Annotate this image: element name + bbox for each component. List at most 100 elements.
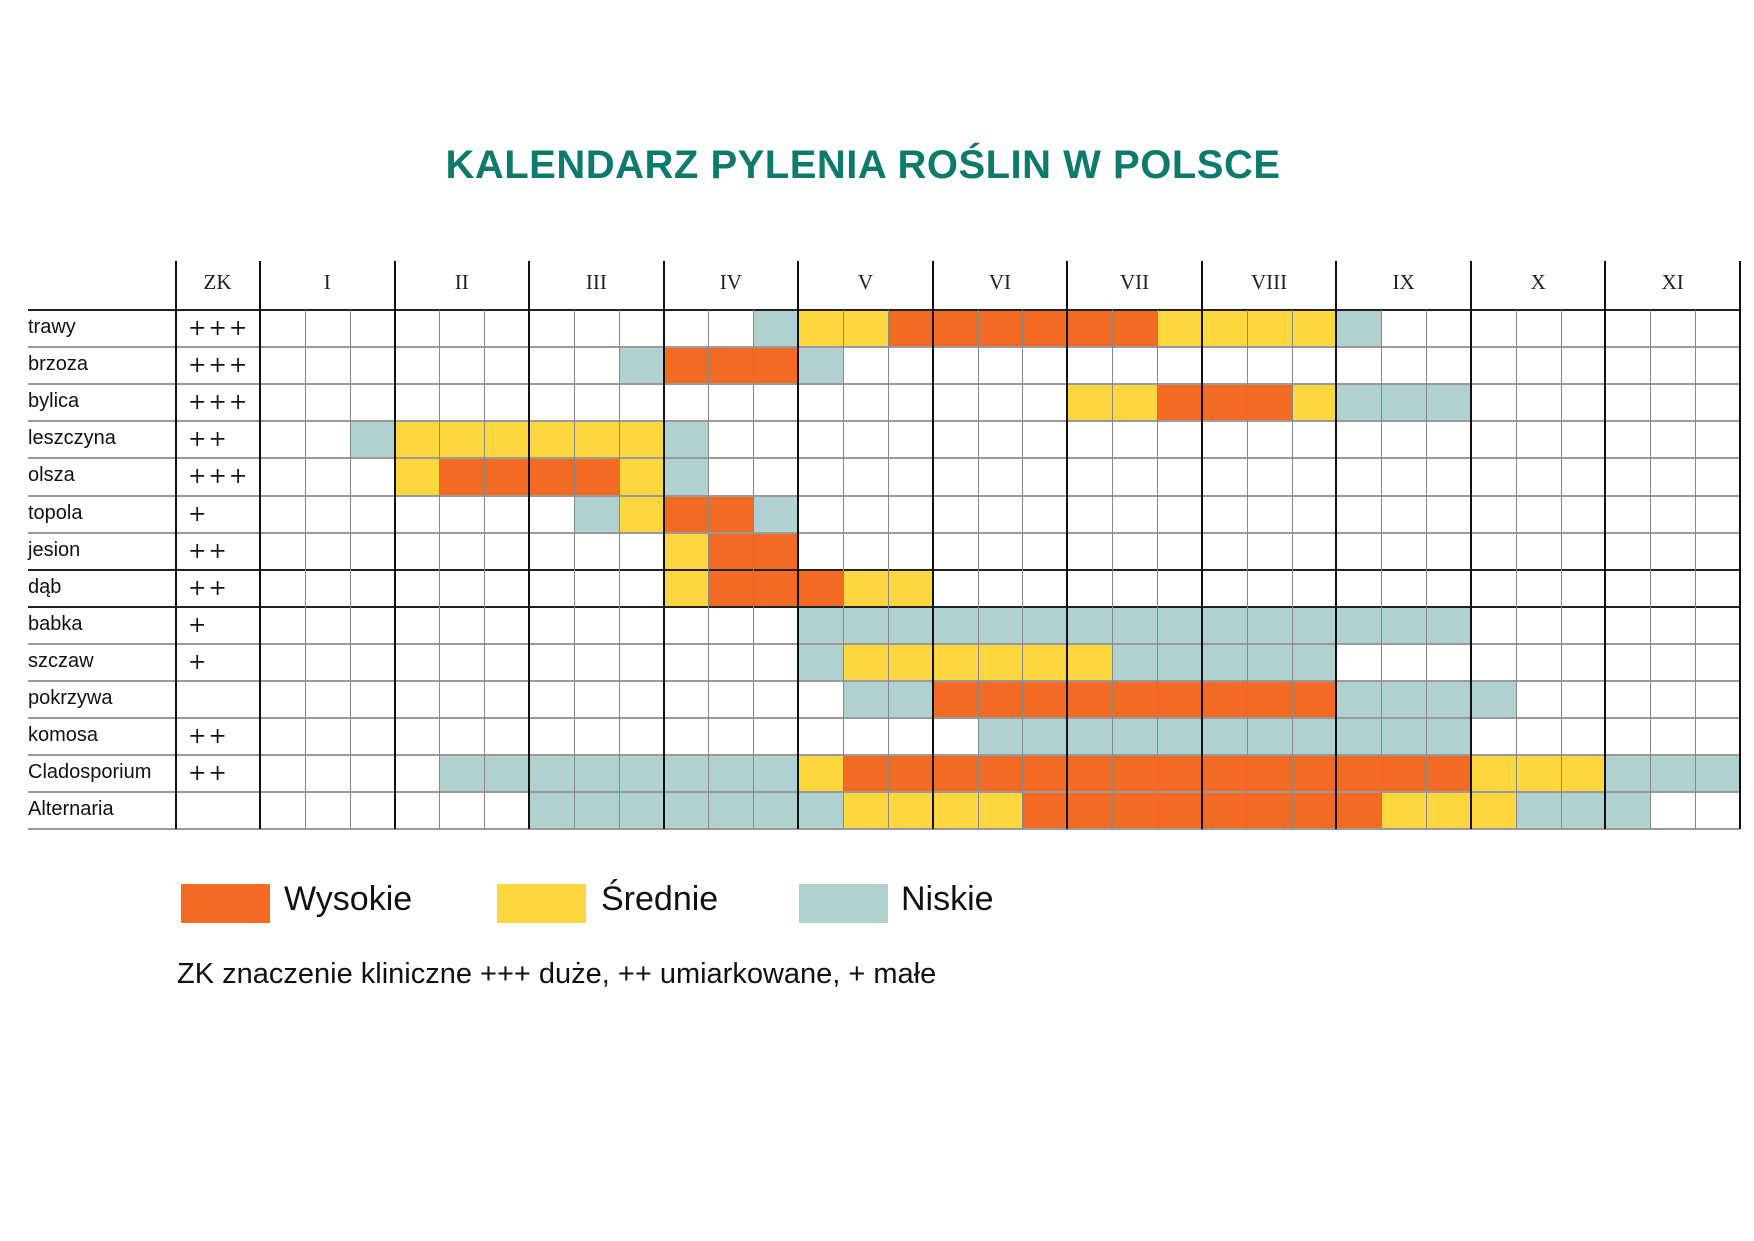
cell-średnie bbox=[663, 569, 709, 607]
cell-wysokie bbox=[1022, 310, 1068, 348]
cell-średnie bbox=[887, 792, 933, 830]
period-rule bbox=[708, 310, 710, 830]
period-rule bbox=[843, 310, 845, 830]
period-rule bbox=[1515, 310, 1517, 830]
cell-średnie bbox=[1112, 384, 1157, 422]
cell-średnie bbox=[1246, 310, 1292, 348]
cell-niskie bbox=[887, 681, 933, 719]
cell-niskie bbox=[708, 755, 754, 793]
month-header: II bbox=[454, 270, 469, 294]
legend-swatch-medium bbox=[497, 884, 586, 923]
month-header: I bbox=[323, 270, 331, 294]
cell-wysokie bbox=[1022, 681, 1068, 719]
cell-wysokie bbox=[1022, 792, 1068, 830]
cell-średnie bbox=[618, 495, 664, 533]
zk-value: ++ bbox=[188, 761, 229, 787]
zk-value: ++ bbox=[188, 427, 229, 453]
cell-niskie bbox=[1650, 755, 1696, 793]
cell-niskie bbox=[439, 755, 485, 793]
cell-niskie bbox=[663, 421, 709, 459]
row-label: komosa bbox=[28, 724, 99, 747]
zk-column-rule bbox=[175, 261, 177, 830]
cell-niskie bbox=[1156, 606, 1202, 644]
cell-wysokie bbox=[887, 755, 933, 793]
cell-wysokie bbox=[1067, 310, 1113, 348]
cell-niskie bbox=[977, 606, 1023, 644]
row-label: trawy bbox=[28, 316, 76, 338]
cell-niskie bbox=[977, 718, 1023, 756]
legend-label-high: Wysokie bbox=[284, 880, 413, 918]
cell-niskie bbox=[798, 606, 844, 644]
cell-wysokie bbox=[1067, 755, 1113, 793]
month-rule bbox=[1335, 261, 1338, 830]
row-label: szczaw bbox=[28, 649, 94, 672]
cell-wysokie bbox=[753, 347, 799, 385]
cell-niskie bbox=[1381, 681, 1427, 719]
cell-średnie bbox=[1470, 792, 1516, 830]
month-rule bbox=[797, 261, 800, 830]
cell-wysokie bbox=[798, 569, 844, 607]
cell-niskie bbox=[1336, 310, 1382, 348]
cell-niskie bbox=[618, 792, 664, 830]
cell-niskie bbox=[1246, 718, 1292, 756]
cell-wysokie bbox=[1291, 792, 1337, 830]
cell-średnie bbox=[932, 792, 978, 830]
cell-niskie bbox=[573, 755, 619, 793]
cell-wysokie bbox=[1201, 384, 1247, 422]
zk-value: ++ bbox=[188, 724, 229, 750]
cell-niskie bbox=[618, 755, 664, 793]
row-rule bbox=[28, 346, 1740, 349]
period-rule bbox=[1112, 310, 1114, 830]
cell-wysokie bbox=[1156, 384, 1202, 422]
row-rule bbox=[28, 791, 1740, 794]
period-rule bbox=[349, 310, 351, 830]
cell-wysokie bbox=[1156, 681, 1202, 719]
cell-niskie bbox=[529, 792, 574, 830]
zk-value: +++ bbox=[188, 390, 250, 416]
month-rule bbox=[1469, 261, 1472, 830]
zk-value: + bbox=[188, 501, 209, 527]
cell-średnie bbox=[394, 421, 440, 459]
cell-niskie bbox=[1112, 718, 1157, 756]
cell-wysokie bbox=[977, 755, 1023, 793]
period-rule bbox=[753, 310, 755, 830]
cell-niskie bbox=[753, 495, 799, 533]
month-rule bbox=[528, 261, 531, 830]
cell-wysokie bbox=[753, 532, 799, 570]
month-header: VII bbox=[1119, 270, 1150, 294]
cell-niskie bbox=[1246, 643, 1292, 681]
month-rule bbox=[662, 261, 665, 830]
cell-wysokie bbox=[1336, 755, 1382, 793]
cell-niskie bbox=[887, 606, 933, 644]
row-rule bbox=[28, 383, 1740, 386]
cell-niskie bbox=[753, 792, 799, 830]
cell-wysokie bbox=[1112, 792, 1157, 830]
cell-niskie bbox=[1336, 384, 1382, 422]
cell-średnie bbox=[1201, 310, 1247, 348]
cell-średnie bbox=[663, 532, 709, 570]
cell-wysokie bbox=[708, 347, 754, 385]
cell-niskie bbox=[618, 347, 664, 385]
cell-niskie bbox=[1291, 643, 1337, 681]
cell-wysokie bbox=[1426, 755, 1471, 793]
cell-niskie bbox=[798, 643, 844, 681]
cell-wysokie bbox=[887, 310, 933, 348]
cell-wysokie bbox=[1156, 792, 1202, 830]
cell-średnie bbox=[618, 458, 664, 496]
cell-niskie bbox=[1426, 606, 1471, 644]
cell-średnie bbox=[573, 421, 619, 459]
cell-niskie bbox=[663, 755, 709, 793]
cell-wysokie bbox=[932, 310, 978, 348]
cell-niskie bbox=[1112, 606, 1157, 644]
row-label: Alternaria bbox=[28, 798, 114, 821]
cell-niskie bbox=[798, 347, 844, 385]
row-label: babka bbox=[28, 612, 83, 635]
cell-średnie bbox=[1022, 643, 1068, 681]
cell-niskie bbox=[1022, 718, 1068, 756]
row-label: leszczyna bbox=[28, 427, 116, 450]
cell-niskie bbox=[1515, 792, 1561, 830]
cell-średnie bbox=[484, 421, 530, 459]
month-header: VIII bbox=[1251, 270, 1288, 294]
period-rule bbox=[1156, 310, 1158, 830]
